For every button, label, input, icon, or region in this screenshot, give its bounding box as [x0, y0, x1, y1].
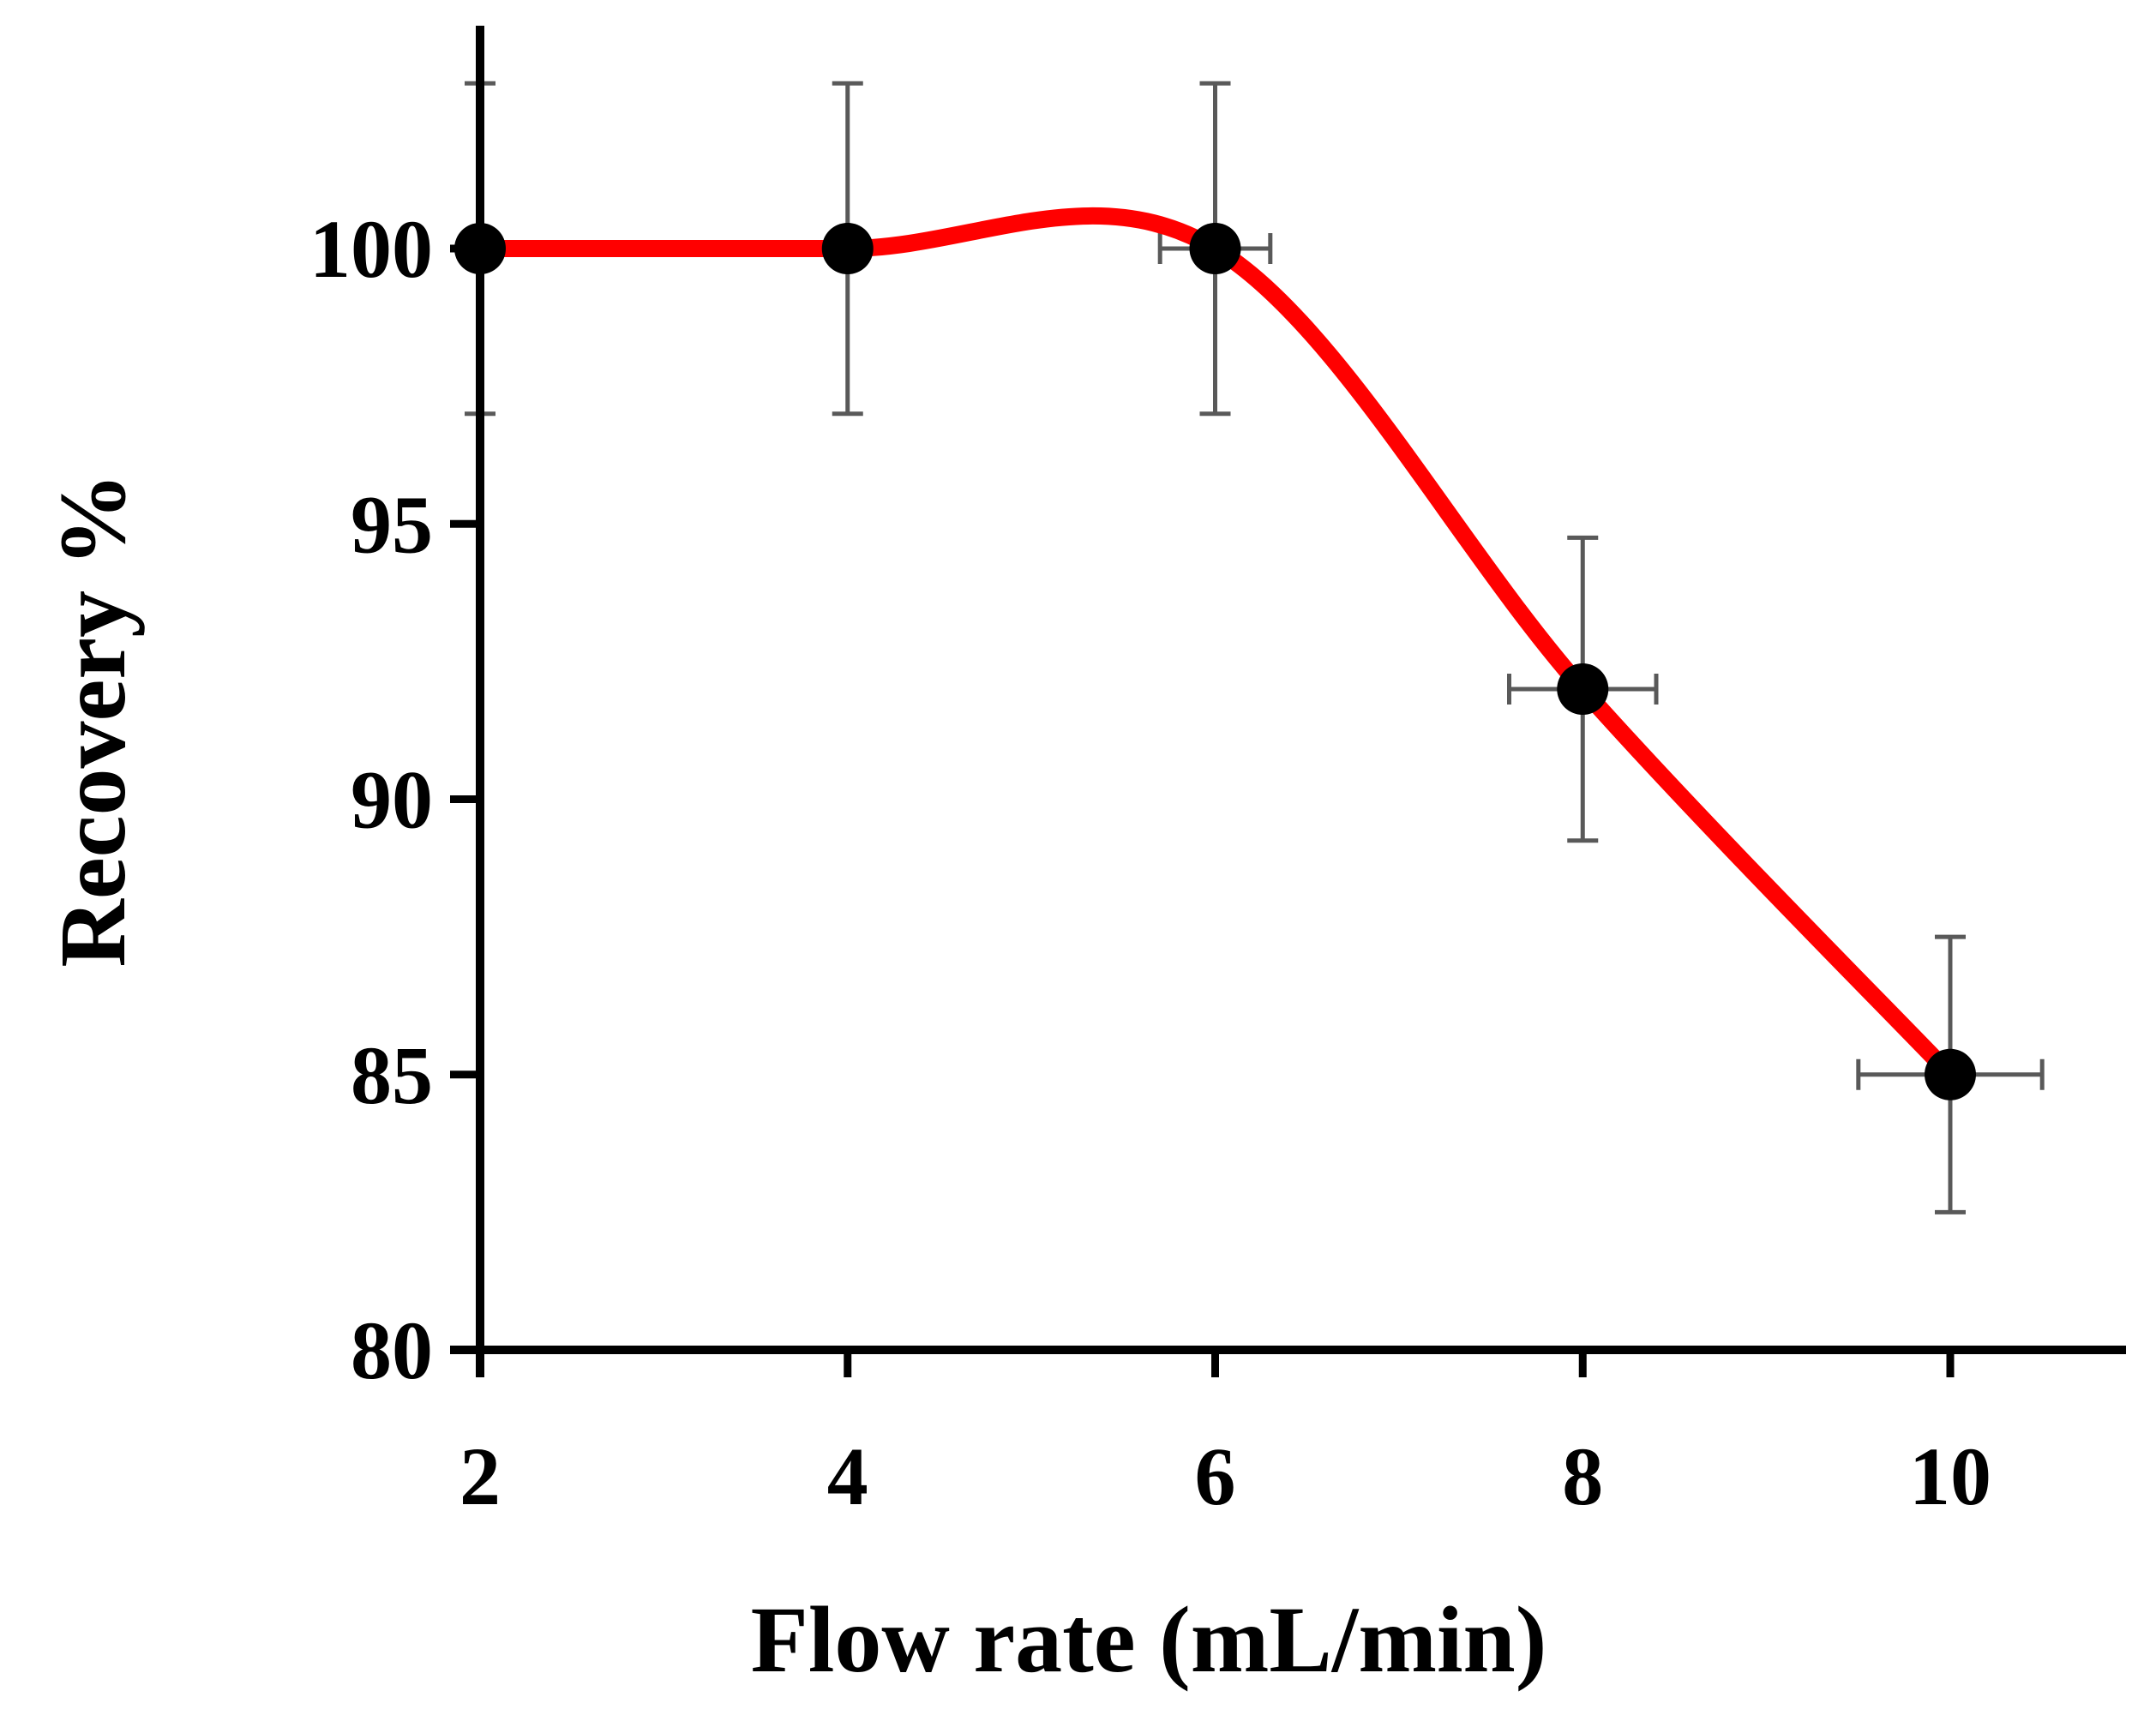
y-tick-label: 95 — [351, 478, 433, 570]
x-tick-label: 8 — [1562, 1430, 1603, 1522]
series-line — [471, 207, 1959, 1083]
y-tick-label: 90 — [351, 754, 433, 846]
series-line-layer — [471, 207, 1959, 1083]
tick-labels: 80 85 90 95 100 2 4 6 8 10 — [309, 203, 1991, 1522]
x-tick-label: 6 — [1195, 1430, 1236, 1522]
y-tick-label: 85 — [351, 1029, 433, 1121]
data-markers — [454, 223, 1976, 1100]
data-point — [1925, 1048, 1976, 1100]
x-tick-label: 10 — [1909, 1430, 1991, 1522]
data-point — [1557, 663, 1609, 715]
data-point — [1189, 223, 1241, 274]
data-point — [821, 223, 874, 274]
y-axis-title: Recovery % — [40, 472, 145, 967]
x-tick-label: 4 — [827, 1430, 868, 1522]
x-axis-title: Flow rate (mL/min) — [751, 1587, 1547, 1692]
y-tick-label: 100 — [309, 203, 433, 295]
y-tick-label: 80 — [351, 1304, 433, 1396]
data-point — [454, 223, 506, 274]
axes — [450, 26, 2126, 1377]
x-tick-label: 2 — [459, 1430, 501, 1522]
